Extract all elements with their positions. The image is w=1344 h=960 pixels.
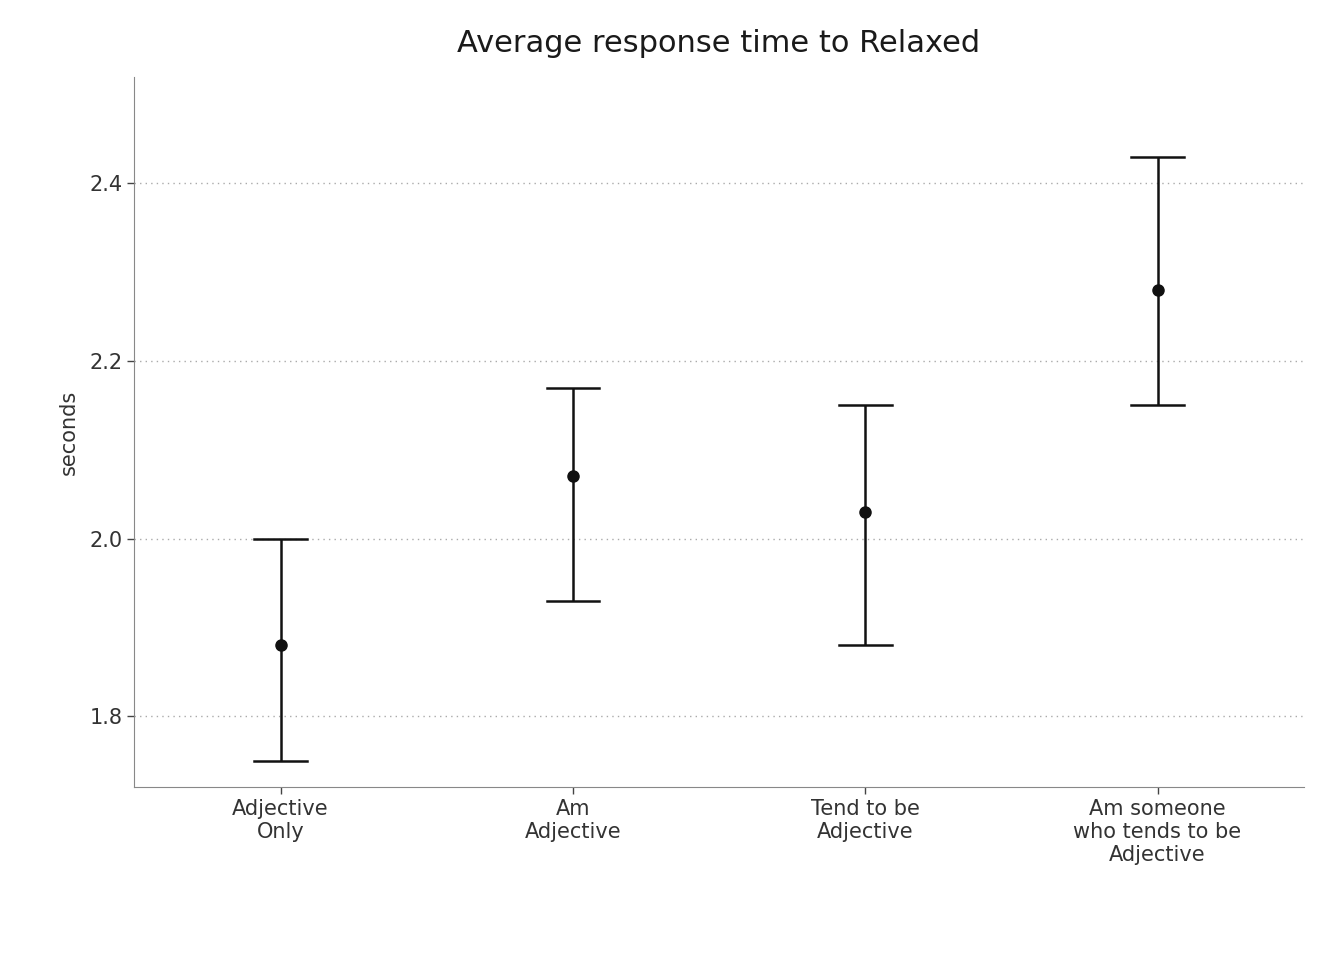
- Y-axis label: seconds: seconds: [58, 390, 78, 474]
- Title: Average response time to Relaxed: Average response time to Relaxed: [457, 29, 981, 58]
